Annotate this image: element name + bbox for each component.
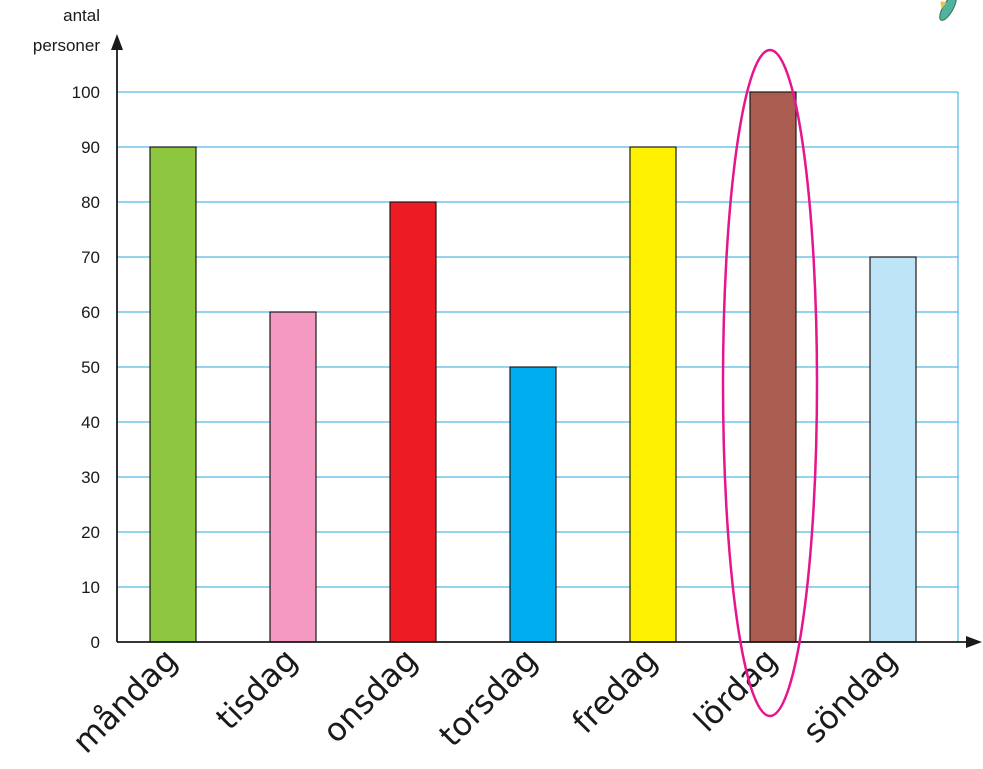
x-tick-labels: måndag tisdag onsdag torsdag fredag lördag sön… <box>65 641 905 761</box>
x-tick-label: lördag <box>686 641 784 739</box>
bar <box>149 146 197 643</box>
bar <box>269 311 317 643</box>
axes <box>111 34 982 648</box>
y-tick-label: 60 <box>81 303 100 322</box>
bar <box>509 366 557 643</box>
x-tick-label: måndag <box>65 641 185 761</box>
x-tick-label: tisdag <box>208 641 304 737</box>
y-tick-label: 70 <box>81 248 100 267</box>
bar <box>389 201 437 643</box>
y-tick-label: 90 <box>81 138 100 157</box>
y-axis-arrow <box>111 34 123 50</box>
x-tick-label: fredag <box>565 641 665 741</box>
y-tick-label: 50 <box>81 358 100 377</box>
y-tick-label: 10 <box>81 578 100 597</box>
y-tick-label: 0 <box>91 633 100 652</box>
bar <box>749 91 797 643</box>
bars <box>149 91 917 643</box>
y-tick-labels: 0 10 20 30 40 50 60 70 80 90 100 <box>72 83 100 652</box>
x-axis-arrow <box>966 636 982 648</box>
y-tick-label: 40 <box>81 413 100 432</box>
y-axis-label-line1: antal <box>63 6 100 25</box>
fish-icon <box>939 0 957 21</box>
y-axis-label-line2: personer <box>33 36 100 55</box>
y-tick-label: 80 <box>81 193 100 212</box>
x-tick-label: onsdag <box>315 641 424 750</box>
y-tick-label: 20 <box>81 523 100 542</box>
bar <box>869 256 917 643</box>
y-tick-label: 100 <box>72 83 100 102</box>
y-tick-label: 30 <box>81 468 100 487</box>
x-tick-label: söndag <box>795 641 904 750</box>
x-tick-label: torsdag <box>431 641 544 754</box>
highlight-ellipse <box>721 48 819 718</box>
bar <box>629 146 677 643</box>
